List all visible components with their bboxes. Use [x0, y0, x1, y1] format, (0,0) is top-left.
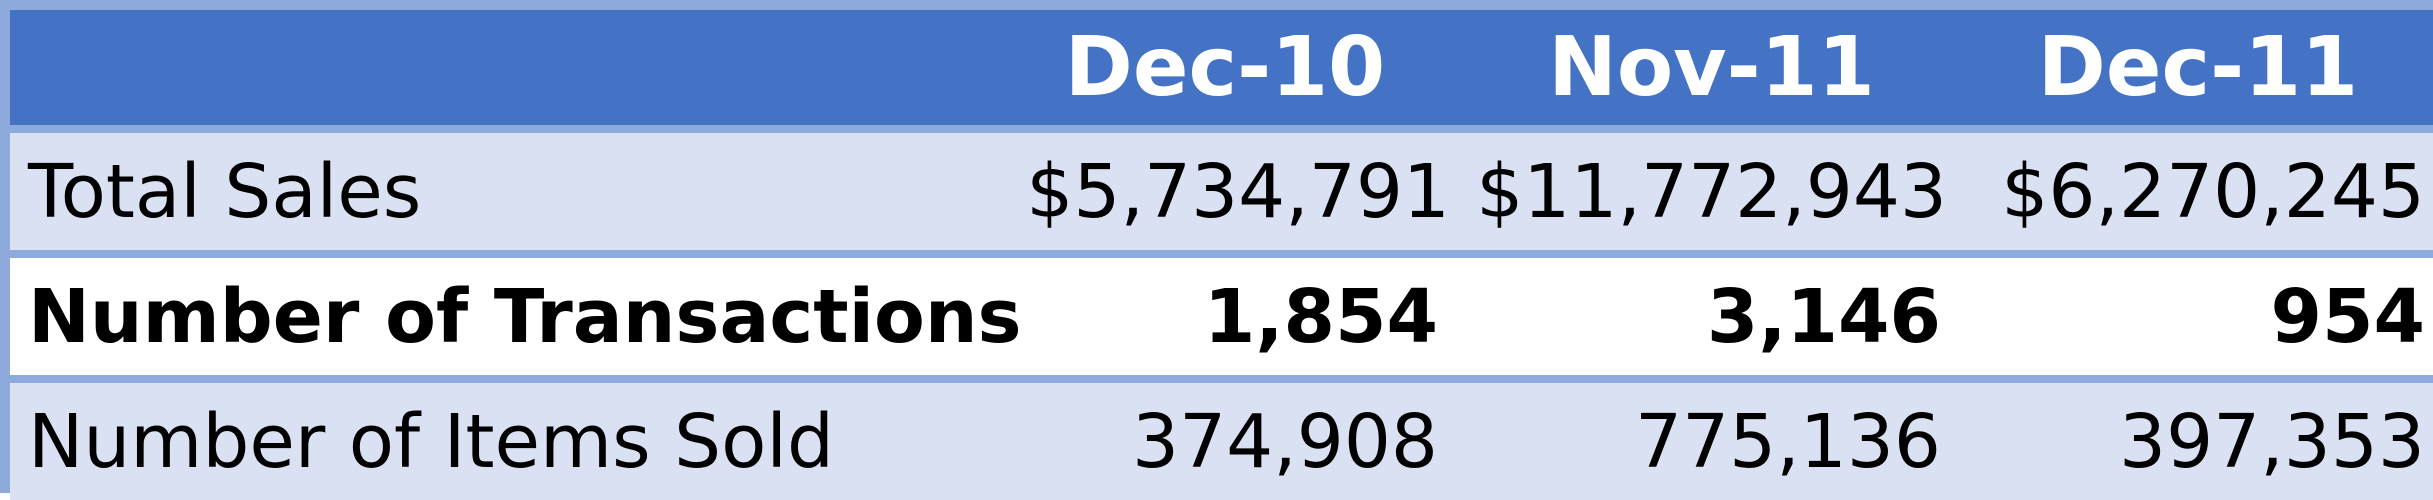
cell-total-sales-dec-10: $5,734,791 — [990, 125, 1460, 250]
sales-summary-table: Dec-10 Nov-11 Dec-11 Total Sales $5,734,… — [10, 10, 2433, 500]
header-cell-dec-10: Dec-10 — [990, 10, 1460, 125]
header-cell-blank — [10, 10, 990, 125]
header-cell-dec-11: Dec-11 — [1963, 10, 2433, 125]
row-label-total-sales: Total Sales — [10, 125, 990, 250]
cell-transactions-dec-10: 1,854 — [990, 250, 1460, 375]
cell-transactions-nov-11: 3,146 — [1460, 250, 1963, 375]
table-row-number-of-transactions: Number of Transactions 1,854 3,146 954 — [10, 250, 2433, 375]
cell-items-sold-dec-11: 397,353 — [1963, 375, 2433, 500]
cell-total-sales-nov-11: $11,772,943 — [1460, 125, 1963, 250]
table-row-total-sales: Total Sales $5,734,791 $11,772,943 $6,27… — [10, 125, 2433, 250]
header-row: Dec-10 Nov-11 Dec-11 — [10, 10, 2433, 125]
cell-items-sold-dec-10: 374,908 — [990, 375, 1460, 500]
row-label-number-of-items-sold: Number of Items Sold — [10, 375, 990, 500]
cell-total-sales-dec-11: $6,270,245 — [1963, 125, 2433, 250]
cell-items-sold-nov-11: 775,136 — [1460, 375, 1963, 500]
table-row-number-of-items-sold: Number of Items Sold 374,908 775,136 397… — [10, 375, 2433, 500]
header-cell-nov-11: Nov-11 — [1460, 10, 1963, 125]
cell-transactions-dec-11: 954 — [1963, 250, 2433, 375]
row-label-number-of-transactions: Number of Transactions — [10, 250, 1022, 375]
